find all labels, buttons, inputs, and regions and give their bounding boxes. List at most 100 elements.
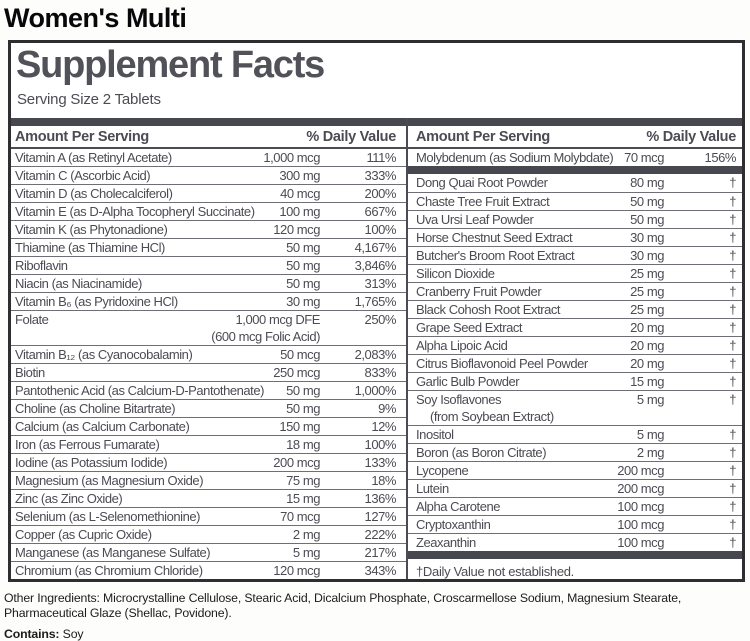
table-row: Citrus Bioflavonoid Peel Powder 20 mg † (408, 353, 742, 372)
table-row: Thiamine (as Thiamine HCl) 50 mg 4,167% (11, 238, 406, 256)
ingredient-amount: 100 mcg (617, 516, 664, 532)
section-divider-bar (408, 550, 742, 559)
ingredient-name: Silicon Dioxide (416, 265, 495, 281)
other-ingredients-text: Microcrystalline Cellulose, Stearic Acid… (4, 590, 682, 620)
ingredient-daily-value: 3,846% (354, 258, 397, 274)
column-header-row: Amount Per Serving % Daily Value (408, 126, 742, 149)
table-row: Pantothenic Acid (as Calcium-D-Pantothen… (11, 381, 406, 399)
table-row: Grape Seed Extract 20 mg † (408, 317, 742, 336)
table-row: Chromium (as Chromium Chloride) 120 mcg 34… (11, 561, 406, 579)
ingredient-amount: 20 mg (630, 319, 664, 335)
ingredient-daily-value: † (729, 480, 736, 496)
ingredient-name: Biotin (15, 365, 45, 381)
ingredient-amount: 200 mcg (273, 455, 320, 471)
ingredient-daily-value: † (729, 301, 736, 317)
ingredient-amount: 50 mg (286, 276, 320, 292)
table-row: Niacin (as Niacinamide) 50 mg 313% (11, 274, 406, 292)
ingredient-daily-value: † (729, 391, 736, 407)
table-row: Vitamin B₆ (as Pyridoxine HCl) 30 mg 1,765… (11, 292, 406, 310)
table-row: Lycopene 200 mcg † (408, 460, 742, 479)
section-divider-bar (11, 117, 406, 126)
table-row: Vitamin E (as D-Alpha Tocopheryl Succina… (11, 202, 406, 220)
ingredient-name: Manganese (as Manganese Sulfate) (15, 545, 211, 561)
ingredient-rows-left: Vitamin A (as Retinyl Acetate) 1,000 mcg 1… (11, 149, 406, 579)
ingredient-name: Dong Quai Root Powder (416, 175, 548, 191)
ingredient-daily-value: 111% (366, 149, 396, 165)
contains-statement: Contains: Soy (4, 627, 748, 641)
table-row: Magnesium (as Magnesium Oxide) 75 mg 18% (11, 471, 406, 489)
contains-label: Contains: (4, 626, 60, 641)
ingredient-name: Vitamin B₁₂ (as Cyanocobalamin) (15, 347, 193, 363)
ingredient-name: Alpha Lipoic Acid (416, 337, 508, 353)
ingredient-amount: 70 mcg (624, 149, 664, 165)
ingredient-daily-value: 222% (364, 527, 397, 543)
ingredient-daily-value: 217% (364, 545, 397, 561)
ingredient-amount: 5 mg (636, 391, 665, 407)
ingredient-daily-value: 333% (364, 168, 397, 184)
ingredient-amount: 50 mg (286, 401, 320, 417)
table-row: Zeaxanthin 100 mcg † (408, 532, 742, 551)
ingredient-name: Pantothenic Acid (as Calcium-D-Pantothen… (15, 383, 265, 399)
panel-title: Supplement Facts (16, 43, 325, 86)
table-row: Black Cohosh Root Extract 25 mg † (408, 299, 742, 318)
ingredient-amount: 25 mg (630, 283, 664, 299)
table-row: Dong Quai Root Powder 80 mg † (408, 174, 742, 192)
ingredient-amount: 50 mcg (280, 347, 320, 363)
label-footer: Other Ingredients: Microcrystalline Cell… (4, 591, 748, 641)
table-row: Soy Isoflavones (from Soybean Extract) 5 m… (408, 389, 742, 425)
ingredient-amount: 120 mcg (273, 563, 320, 579)
ingredient-daily-value: 343% (364, 563, 397, 579)
ingredient-name: Cryptoxanthin (416, 516, 491, 532)
ingredient-name: Chromium (as Chromium Chloride) (15, 563, 203, 579)
table-row: Cranberry Fruit Powder 25 mg † (408, 281, 742, 300)
ingredient-daily-value: † (729, 355, 736, 371)
ingredient-name: Iron (as Ferrous Fumarate) (15, 437, 160, 453)
ingredient-name: Vitamin B₆ (as Pyridoxine HCl) (15, 294, 178, 310)
table-row: Folate 1,000 mcg DFE (600 mcg Folic Acid) 2… (11, 310, 406, 345)
ingredient-amount: 50 mg (630, 193, 664, 209)
amount-header-label: Amount Per Serving (15, 128, 149, 145)
ingredient-daily-value: † (729, 247, 736, 263)
ingredient-name: Vitamin E (as D-Alpha Tocopheryl Succina… (15, 204, 255, 220)
ingredient-name: Soy Isoflavones (from Soybean Extract) (416, 391, 554, 424)
ingredient-daily-value: 12% (371, 419, 396, 435)
ingredient-amount: 2 mg (636, 444, 665, 460)
ingredient-daily-value: † (729, 373, 736, 389)
ingredient-amount: 20 mg (630, 355, 664, 371)
ingredient-daily-value: † (729, 229, 736, 245)
ingredient-daily-value: † (729, 462, 736, 478)
ingredient-name: Citrus Bioflavonoid Peel Powder (416, 355, 588, 371)
ingredient-daily-value: † (729, 211, 736, 227)
table-row: Vitamin K (as Phytonadione) 120 mcg 100% (11, 220, 406, 238)
other-ingredients: Other Ingredients: Microcrystalline Cell… (4, 591, 748, 621)
ingredient-amount: 20 mg (630, 337, 664, 353)
table-row: Boron (as Boron Citrate) 2 mg † (408, 442, 742, 461)
ingredient-daily-value: 200% (364, 186, 397, 202)
ingredient-daily-value: † (729, 516, 736, 532)
ingredient-name: Thiamine (as Thiamine HCl) (15, 240, 165, 256)
table-row: Iodine (as Potassium Iodide) 200 mcg 133% (11, 453, 406, 471)
ingredient-daily-value: 100% (364, 222, 397, 238)
ingredient-daily-value: 833% (364, 365, 397, 381)
ingredient-amount: 250 mcg (273, 365, 320, 381)
ingredient-daily-value: † (729, 319, 736, 335)
ingredient-daily-value: † (729, 193, 736, 209)
ingredient-name: Copper (as Cupric Oxide) (15, 527, 152, 543)
ingredient-name: Vitamin A (as Retinyl Acetate) (15, 149, 172, 165)
ingredient-name: Butcher's Broom Root Extract (416, 247, 575, 263)
ingredient-amount: 5 mg (636, 426, 665, 442)
section-divider-bar (408, 117, 742, 126)
ingredient-name: Grape Seed Extract (416, 319, 523, 335)
ingredient-amount: 150 mg (279, 419, 320, 435)
table-row: Vitamin A (as Retinyl Acetate) 1,000 mcg 1… (11, 149, 406, 167)
table-row: Cryptoxanthin 100 mcg † (408, 514, 742, 533)
ingredient-amount: 30 mg (630, 247, 664, 263)
supplement-facts-panel: Supplement Facts Serving Size 2 Tablets … (8, 39, 745, 582)
ingredient-amount: 200 mcg (617, 462, 664, 478)
table-row: Lutein 200 mcg † (408, 478, 742, 497)
facts-column-right: Amount Per Serving % Daily Value Molybde… (408, 117, 742, 579)
ingredient-daily-value: † (729, 534, 736, 550)
ingredient-amount: 1,000 mcg DFE (600 mcg Folic Acid) (48, 311, 320, 345)
ingredient-amount: 25 mg (630, 265, 664, 281)
amount-header-label: Amount Per Serving (416, 128, 550, 145)
